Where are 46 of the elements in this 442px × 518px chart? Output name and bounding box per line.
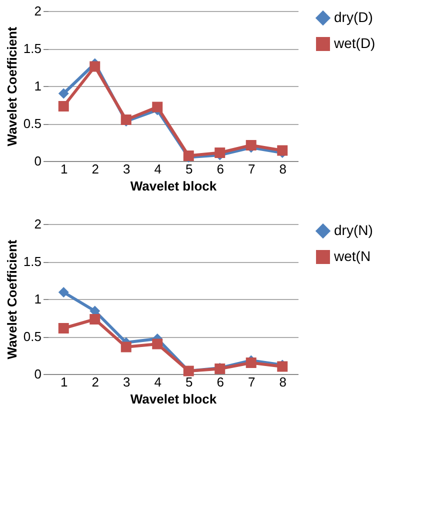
point — [58, 287, 69, 298]
x-tick-label: 2 — [92, 374, 99, 390]
point — [246, 358, 256, 368]
point — [246, 140, 256, 150]
point — [90, 314, 100, 324]
x-tick-label: 7 — [248, 162, 256, 176]
legend-label: dry(N) — [334, 222, 373, 238]
y-tick-label: 2 — [34, 216, 42, 232]
x-tick-label: 8 — [279, 374, 286, 390]
x-tick-label: 7 — [248, 374, 256, 390]
y-tick-label: 1 — [34, 292, 42, 306]
point — [90, 61, 100, 72]
x-tick-label: 6 — [216, 162, 224, 176]
y-axis-title: Wavelet Coefficient — [4, 239, 20, 360]
y-tick-label: 2 — [34, 4, 42, 18]
x-tick-label: 3 — [123, 162, 130, 176]
point — [152, 102, 163, 112]
x-tick-label: 8 — [279, 162, 286, 176]
legend-label: wet(D) — [333, 35, 376, 51]
legend-label: dry(D) — [334, 9, 373, 25]
y-tick-label: 0.5 — [23, 116, 42, 131]
x-tick-label: 1 — [60, 162, 68, 176]
x-tick-label: 4 — [154, 162, 162, 176]
x-tick-label: 5 — [186, 374, 193, 390]
x-tick-label: 6 — [216, 374, 224, 390]
y-tick-label: 1.5 — [23, 254, 42, 269]
point — [58, 88, 69, 99]
y-tick-label: 0 — [34, 366, 42, 382]
point — [58, 101, 69, 112]
y-tick-label: 1 — [34, 78, 42, 94]
y-axis-title: Wavelet Coefficient — [4, 26, 20, 146]
x-tick-label: 4 — [154, 374, 162, 390]
x-tick-label: 2 — [92, 162, 99, 176]
point — [58, 323, 69, 334]
point — [152, 338, 163, 350]
point — [214, 148, 226, 158]
y-tick-label: 1.5 — [23, 41, 42, 56]
x-tick-label: 1 — [60, 374, 68, 390]
legend-label: wet(N — [333, 248, 371, 264]
x-axis-title: Wavelet block — [130, 392, 218, 406]
point — [120, 342, 132, 352]
x-tick-label: 3 — [123, 374, 130, 390]
y-tick-label: 0 — [34, 154, 42, 168]
y-tick-label: 0.5 — [23, 329, 42, 344]
x-tick-label: 5 — [186, 162, 193, 176]
x-axis-title: Wavelet block — [130, 178, 218, 194]
